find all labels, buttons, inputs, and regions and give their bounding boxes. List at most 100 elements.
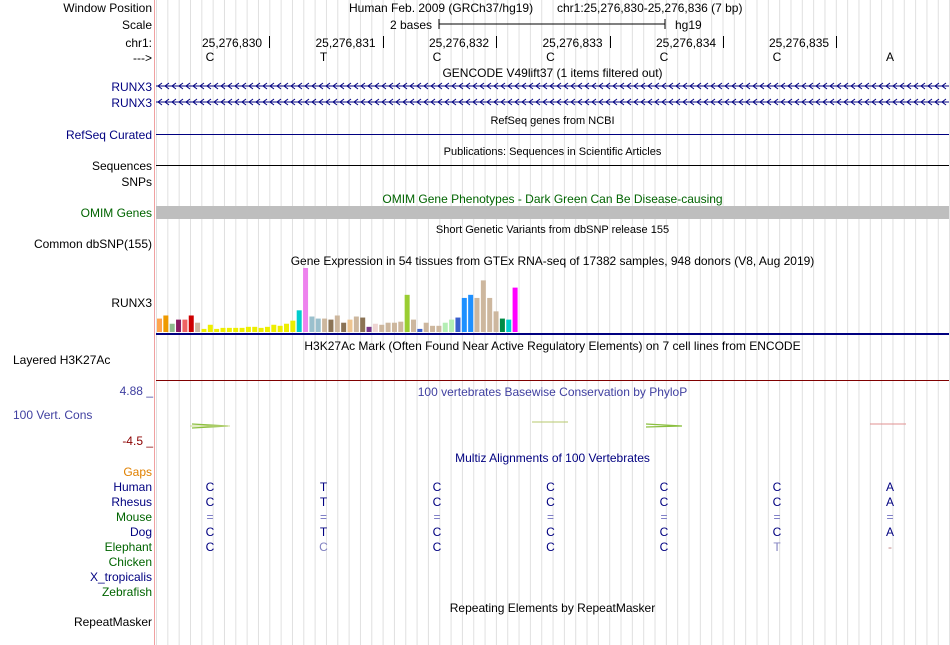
gtex-tissue-bar[interactable] bbox=[169, 323, 175, 332]
gtex-tissue-bar[interactable] bbox=[391, 322, 397, 332]
strand-arrow bbox=[479, 82, 485, 90]
gtex-tissue-bar[interactable] bbox=[271, 324, 277, 332]
gtex-tissue-bar[interactable] bbox=[468, 294, 474, 332]
strand-arrow bbox=[409, 98, 415, 106]
gtex-tissue-bar[interactable] bbox=[195, 322, 201, 332]
gtex-tissue-bar[interactable] bbox=[480, 280, 486, 332]
strand-arrow bbox=[290, 98, 296, 106]
gtex-tissue-bar[interactable] bbox=[284, 323, 289, 332]
gtex-tissue-bar[interactable] bbox=[436, 325, 442, 332]
gtex-tissue-bar[interactable] bbox=[366, 326, 372, 332]
gtex-tissue-bar[interactable] bbox=[328, 319, 334, 332]
gtex-tissue-bar[interactable] bbox=[182, 319, 188, 332]
repeatmasker-label[interactable]: RepeatMasker bbox=[73, 615, 152, 629]
gtex-tissue-bar[interactable] bbox=[239, 327, 245, 332]
strand-arrow bbox=[682, 82, 688, 90]
strand-arrow bbox=[682, 98, 688, 106]
gtex-tissue-bar[interactable] bbox=[201, 328, 207, 332]
gtex-tissue-bar[interactable] bbox=[226, 327, 232, 332]
strand-arrow bbox=[465, 82, 471, 90]
species-label-rhesus: Rhesus bbox=[111, 495, 152, 509]
snps-label[interactable]: SNPs bbox=[121, 175, 152, 189]
h3k27ac-label[interactable]: Layered H3K27Ac bbox=[13, 353, 111, 367]
dbsnp-label[interactable]: Common dbSNP(155) bbox=[33, 237, 152, 251]
gencode-transcripts[interactable] bbox=[156, 82, 949, 108]
gtex-tissue-bar[interactable] bbox=[474, 297, 480, 332]
gtex-tissue-bar[interactable] bbox=[264, 326, 270, 332]
strand-arrow bbox=[941, 98, 947, 106]
strand-arrow bbox=[591, 82, 597, 90]
gtex-tissue-bar[interactable] bbox=[163, 315, 169, 332]
gtex-tissue-bar[interactable] bbox=[506, 319, 512, 332]
gtex-tissue-bar[interactable] bbox=[493, 311, 499, 332]
gtex-tissue-bar[interactable] bbox=[487, 297, 493, 332]
gtex-tissue-bar[interactable] bbox=[372, 323, 378, 332]
sequences-label[interactable]: Sequences bbox=[91, 159, 152, 173]
coordinate-tick bbox=[382, 36, 384, 48]
strand-arrow bbox=[311, 98, 317, 106]
gtex-tissue-bar[interactable] bbox=[207, 324, 213, 332]
cons-max-value: 4.88 _ bbox=[119, 384, 153, 398]
gtex-tissue-bar[interactable] bbox=[315, 318, 321, 332]
strand-arrow bbox=[220, 98, 226, 106]
alignment-base: T bbox=[319, 480, 328, 494]
gtex-tissue-bar[interactable] bbox=[449, 319, 455, 332]
gencode-item-2-label[interactable]: RUNX3 bbox=[111, 96, 152, 110]
gtex-tissue-bar[interactable] bbox=[404, 294, 410, 332]
strand-arrow bbox=[577, 98, 583, 106]
gtex-tissue-bar[interactable] bbox=[347, 319, 353, 332]
gtex-tissue-bar[interactable] bbox=[296, 310, 302, 332]
conservation-label[interactable]: 100 Vert. Cons bbox=[13, 408, 93, 422]
strand-arrow bbox=[689, 82, 695, 90]
strand-arrow bbox=[535, 98, 541, 106]
gtex-tissue-bar[interactable] bbox=[512, 287, 518, 332]
gtex-tissue-bar[interactable] bbox=[258, 327, 264, 332]
refseq-curated-label[interactable]: RefSeq Curated bbox=[65, 128, 152, 142]
strand-arrow bbox=[353, 82, 359, 90]
gtex-expression-chart[interactable] bbox=[156, 266, 556, 334]
gtex-tissue-bar[interactable] bbox=[188, 315, 194, 332]
omim-genes-label[interactable]: OMIM Genes bbox=[80, 206, 152, 220]
gtex-gene-label[interactable]: RUNX3 bbox=[111, 296, 152, 310]
alignment-base: C bbox=[659, 495, 669, 509]
strand-arrow bbox=[269, 98, 275, 106]
refseq-feature-line[interactable] bbox=[156, 134, 949, 135]
gtex-tissue-bar[interactable] bbox=[322, 318, 328, 332]
gtex-tissue-bar[interactable] bbox=[499, 318, 505, 332]
gtex-tissue-bar[interactable] bbox=[379, 324, 385, 332]
gtex-tissue-bar[interactable] bbox=[277, 325, 283, 332]
strand-arrow bbox=[346, 82, 352, 90]
gtex-track-title: Gene Expression in 54 tissues from GTEx … bbox=[290, 254, 815, 268]
gtex-tissue-bar[interactable] bbox=[309, 316, 315, 332]
gtex-tissue-bar[interactable] bbox=[461, 297, 467, 332]
gtex-tissue-bar[interactable] bbox=[455, 317, 461, 332]
gencode-item-1-label[interactable]: RUNX3 bbox=[111, 80, 152, 94]
gtex-tissue-bar[interactable] bbox=[411, 319, 416, 332]
gtex-tissue-bar[interactable] bbox=[220, 327, 226, 332]
gtex-tissue-bar[interactable] bbox=[157, 318, 162, 332]
omim-gene-bar[interactable] bbox=[156, 206, 949, 219]
phylop-wiggle[interactable] bbox=[156, 414, 949, 434]
gtex-tissue-bar[interactable] bbox=[252, 326, 258, 332]
gtex-tissue-bar[interactable] bbox=[303, 268, 309, 332]
gtex-tissue-bar[interactable] bbox=[442, 322, 448, 332]
gtex-tissue-bar[interactable] bbox=[341, 322, 347, 332]
gtex-tissue-bar[interactable] bbox=[353, 316, 359, 332]
gtex-tissue-bar[interactable] bbox=[176, 319, 182, 332]
gtex-tissue-bar[interactable] bbox=[214, 328, 220, 332]
gtex-tissue-bar[interactable] bbox=[423, 322, 429, 332]
gtex-tissue-bar[interactable] bbox=[398, 321, 404, 332]
gtex-tissue-bar[interactable] bbox=[417, 328, 423, 332]
strand-arrow bbox=[640, 98, 646, 106]
strand-arrow bbox=[675, 82, 681, 90]
gtex-tissue-bar[interactable] bbox=[385, 322, 391, 332]
gtex-tissue-bar[interactable] bbox=[233, 327, 239, 332]
gtex-tissue-bar[interactable] bbox=[290, 320, 296, 332]
alignment-base: = bbox=[206, 510, 214, 524]
gtex-tissue-bar[interactable] bbox=[360, 317, 366, 332]
publications-feature-line[interactable] bbox=[156, 165, 949, 166]
gtex-tissue-bar[interactable] bbox=[334, 315, 340, 332]
gtex-tissue-bar[interactable] bbox=[245, 326, 251, 332]
gtex-tissue-bar[interactable] bbox=[430, 325, 436, 332]
gtex-gene-line[interactable] bbox=[156, 333, 949, 335]
